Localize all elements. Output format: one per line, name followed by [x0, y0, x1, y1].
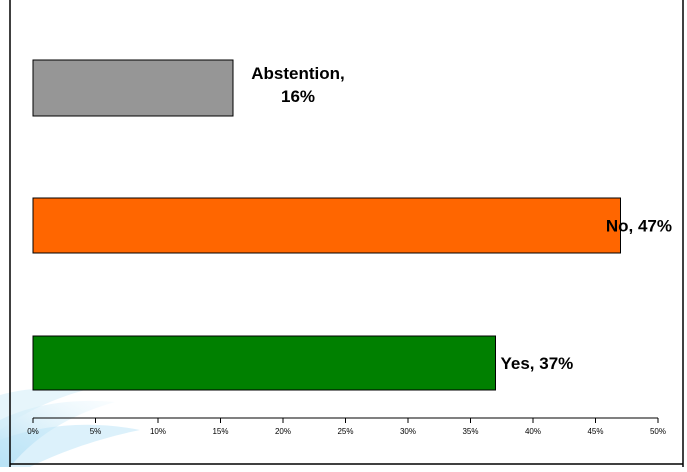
- bars-group: [33, 60, 621, 390]
- bar-yes: [33, 336, 496, 390]
- data-label-yes: Yes, 37%: [501, 354, 574, 373]
- x-tick-label: 45%: [587, 427, 603, 436]
- background-swoosh-decoration: [0, 388, 140, 467]
- x-tick-label: 0%: [27, 427, 39, 436]
- data-label-no: No, 47%: [606, 217, 672, 236]
- x-tick-label: 50%: [650, 427, 666, 436]
- bar-abstention: [33, 60, 233, 116]
- x-tick-label: 20%: [275, 427, 291, 436]
- bar-no: [33, 198, 621, 253]
- x-tick-label: 35%: [462, 427, 478, 436]
- x-tick-label: 10%: [150, 427, 166, 436]
- x-tick-label: 40%: [525, 427, 541, 436]
- x-tick-label: 15%: [212, 427, 228, 436]
- x-tick-label: 30%: [400, 427, 416, 436]
- x-tick-label: 25%: [337, 427, 353, 436]
- x-tick-label: 5%: [90, 427, 102, 436]
- data-label-abstention: Abstention, 16%: [251, 64, 345, 106]
